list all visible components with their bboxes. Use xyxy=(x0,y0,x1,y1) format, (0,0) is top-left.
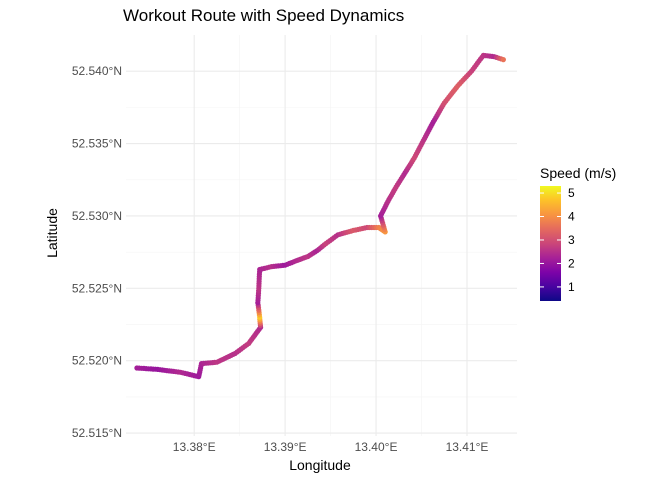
speed-legend: Speed (m/s) 1 2 3 4 5 xyxy=(540,165,616,301)
y-axis-ticks: 52.515°N 52.520°N 52.525°N 52.530°N 52.535°N… xyxy=(72,64,122,440)
legend-tick-label: 4 xyxy=(568,210,575,224)
x-tick-label: 13.39°E xyxy=(264,440,307,454)
y-tick-label: 52.515°N xyxy=(72,426,122,440)
x-axis-ticks: 13.38°E 13.39°E 13.40°E 13.41°E xyxy=(173,440,489,454)
y-tick-label: 52.525°N xyxy=(72,281,122,295)
x-tick-label: 13.41°E xyxy=(446,440,489,454)
route-points xyxy=(134,52,506,380)
y-axis-label: Latitude xyxy=(44,208,60,258)
chart-title: Workout Route with Speed Dynamics xyxy=(123,6,404,25)
y-tick-label: 52.520°N xyxy=(72,354,122,368)
legend-tick-label: 1 xyxy=(568,280,575,294)
y-tick-label: 52.535°N xyxy=(72,137,122,151)
y-tick-label: 52.540°N xyxy=(72,64,122,78)
plot-grid xyxy=(126,35,517,436)
x-tick-label: 13.40°E xyxy=(355,440,398,454)
speed-colorbar xyxy=(540,186,561,301)
legend-tick-label: 5 xyxy=(568,186,575,200)
y-tick-label: 52.530°N xyxy=(72,209,122,223)
x-axis-label: Longitude xyxy=(289,457,351,473)
route-point xyxy=(500,57,506,63)
legend-ticks: 1 2 3 4 5 xyxy=(540,186,575,294)
legend-tick-label: 2 xyxy=(568,256,575,270)
legend-title: Speed (m/s) xyxy=(540,165,616,181)
x-tick-label: 13.38°E xyxy=(173,440,216,454)
legend-tick-label: 3 xyxy=(568,233,575,247)
